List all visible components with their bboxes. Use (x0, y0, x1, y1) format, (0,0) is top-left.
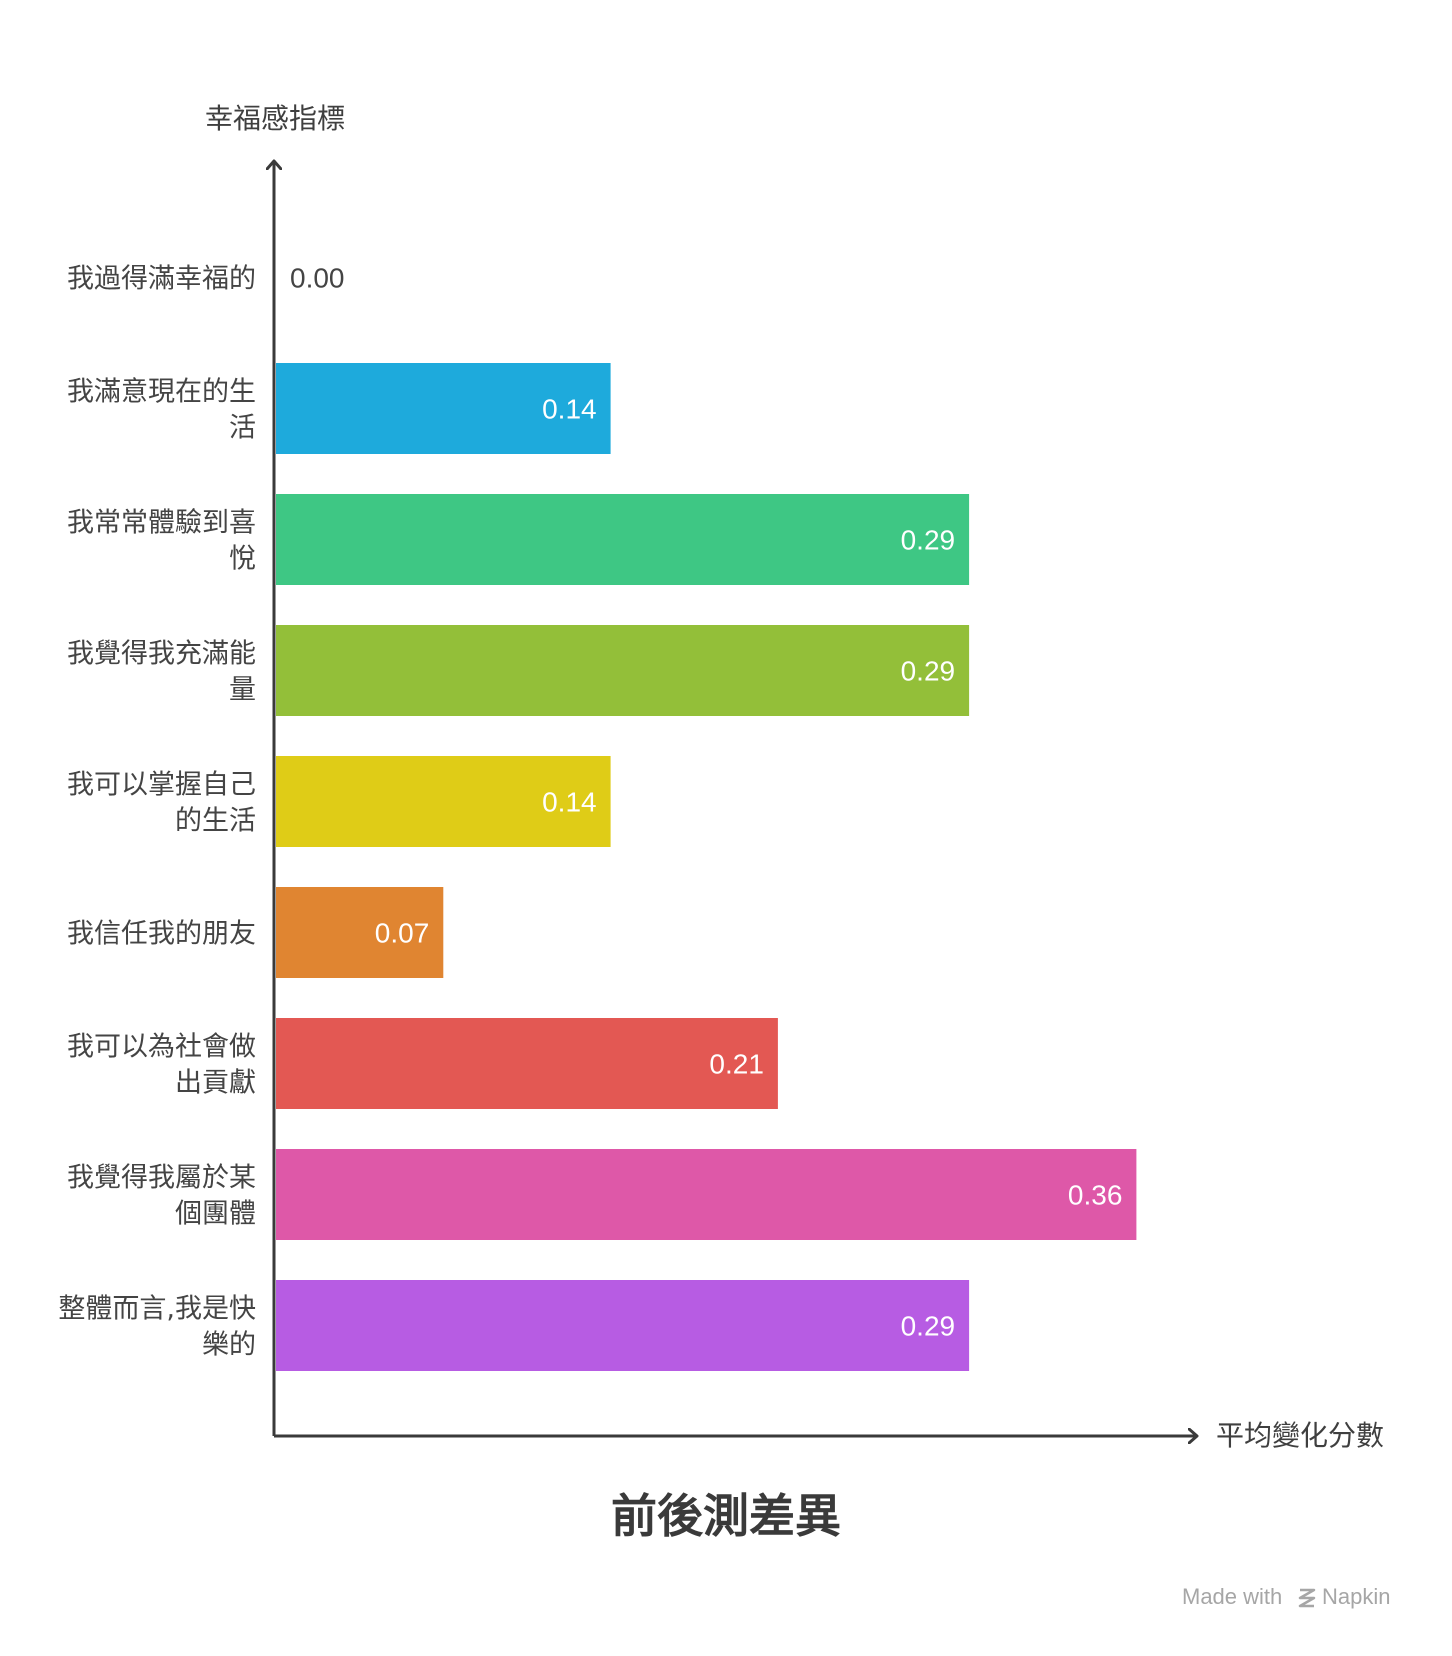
value-label-8: 0.36 (1068, 1180, 1123, 1211)
bar-6 (276, 887, 444, 978)
chart-title: 前後測差異 (611, 1489, 841, 1543)
bar-5 (276, 756, 611, 847)
value-label-6: 0.07 (375, 918, 430, 949)
category-label-9: 整體而言,我是快樂的 (58, 1294, 256, 1361)
category-label-4: 我覺得我充滿能量 (67, 639, 256, 706)
category-labels-group: 我過得滿幸福的我滿意現在的生活我常常體驗到喜悅我覺得我充滿能量我可以掌握自己的生… (58, 264, 256, 1361)
value-label-2: 0.14 (542, 394, 597, 425)
value-label-1: 0.00 (290, 263, 345, 294)
category-label-8: 我覺得我屬於某個團體 (67, 1163, 256, 1230)
category-label-3: 我常常體驗到喜悅 (67, 508, 256, 575)
napkin-brand-text: Napkin (1322, 1584, 1390, 1609)
value-label-4: 0.29 (901, 656, 956, 687)
bars-group (276, 363, 1137, 1371)
category-label-6: 我信任我的朋友 (67, 919, 256, 950)
value-label-5: 0.14 (542, 787, 597, 818)
napkin-logo-icon (1298, 1588, 1316, 1608)
bar-9 (276, 1280, 970, 1371)
bar-7 (276, 1018, 778, 1109)
category-label-1: 我過得滿幸福的 (67, 264, 256, 295)
bar-3 (276, 494, 970, 585)
bar-2 (276, 363, 611, 454)
made-with-text: Made with (1182, 1584, 1282, 1609)
bar-8 (276, 1149, 1137, 1240)
bar-4 (276, 625, 970, 716)
value-label-7: 0.21 (709, 1049, 764, 1080)
napkin-watermark: Made with Napkin (1182, 1584, 1390, 1609)
category-label-2: 我滿意現在的生活 (67, 377, 256, 444)
value-label-9: 0.29 (901, 1311, 956, 1342)
x-axis-title: 平均變化分數 (1216, 1419, 1384, 1452)
y-axis-title: 幸福感指標 (205, 102, 345, 135)
value-label-3: 0.29 (901, 525, 956, 556)
category-label-5: 我可以掌握自己的生活 (67, 770, 256, 837)
value-labels-group: 0.00 0.14 0.29 0.29 0.14 0.07 0.21 0.36 0.29 (290, 263, 1122, 1342)
category-label-7: 我可以為社會做出貢獻 (67, 1032, 256, 1099)
